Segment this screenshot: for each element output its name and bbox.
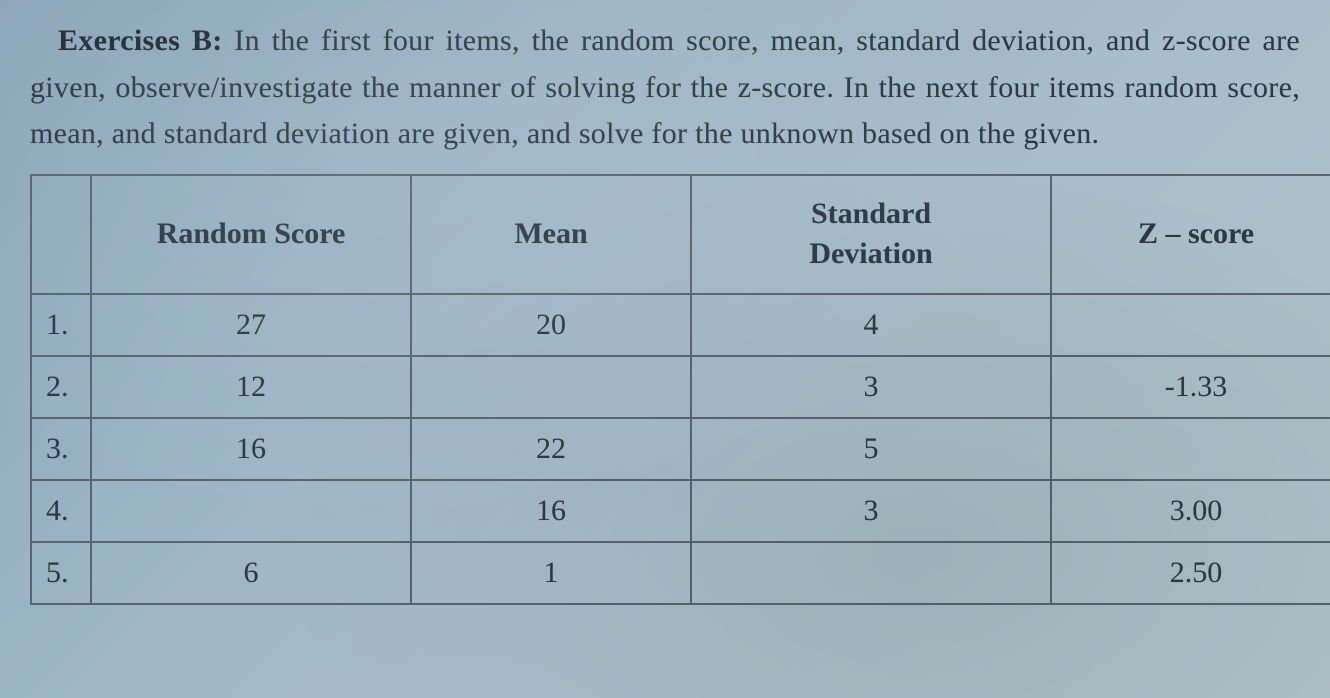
cell-mean	[411, 356, 691, 418]
exercise-instructions: Exercises B: In the first four items, th…	[30, 18, 1300, 158]
table-row: 4. 16 3 3.00	[31, 480, 1330, 542]
cell-z: 3.00	[1051, 480, 1330, 542]
header-mean: Mean	[411, 175, 691, 294]
cell-z	[1051, 418, 1330, 480]
cell-mean: 22	[411, 418, 691, 480]
cell-random	[91, 480, 411, 542]
header-index	[31, 175, 91, 294]
cell-z	[1051, 294, 1330, 356]
cell-sd	[691, 542, 1051, 604]
zscore-table: Random Score Mean Standard Deviation Z –…	[30, 174, 1330, 605]
header-sd-line2: Deviation	[809, 237, 932, 270]
cell-random: 6	[91, 542, 411, 604]
cell-sd: 5	[691, 418, 1051, 480]
table-row: 5. 6 1 2.50	[31, 542, 1330, 604]
cell-mean: 16	[411, 480, 691, 542]
cell-z: -1.33	[1051, 356, 1330, 418]
cell-mean: 20	[411, 294, 691, 356]
cell-index: 4.	[31, 480, 91, 542]
cell-sd: 3	[691, 356, 1051, 418]
exercise-title: Exercises B:	[30, 24, 223, 57]
header-standard-deviation: Standard Deviation	[691, 175, 1051, 294]
cell-mean: 1	[411, 542, 691, 604]
cell-random: 12	[91, 356, 411, 418]
cell-z: 2.50	[1051, 542, 1330, 604]
cell-sd: 3	[691, 480, 1051, 542]
header-sd-line1: Standard	[811, 197, 931, 230]
table-row: 1. 27 20 4	[31, 294, 1330, 356]
table-row: 3. 16 22 5	[31, 418, 1330, 480]
header-random-score: Random Score	[91, 175, 411, 294]
cell-index: 5.	[31, 542, 91, 604]
cell-index: 2.	[31, 356, 91, 418]
cell-random: 16	[91, 418, 411, 480]
cell-index: 3.	[31, 418, 91, 480]
cell-random: 27	[91, 294, 411, 356]
cell-sd: 4	[691, 294, 1051, 356]
cell-index: 1.	[31, 294, 91, 356]
table-header-row: Random Score Mean Standard Deviation Z –…	[31, 175, 1330, 294]
table-row: 2. 12 3 -1.33	[31, 356, 1330, 418]
header-z-score: Z – score	[1051, 175, 1330, 294]
